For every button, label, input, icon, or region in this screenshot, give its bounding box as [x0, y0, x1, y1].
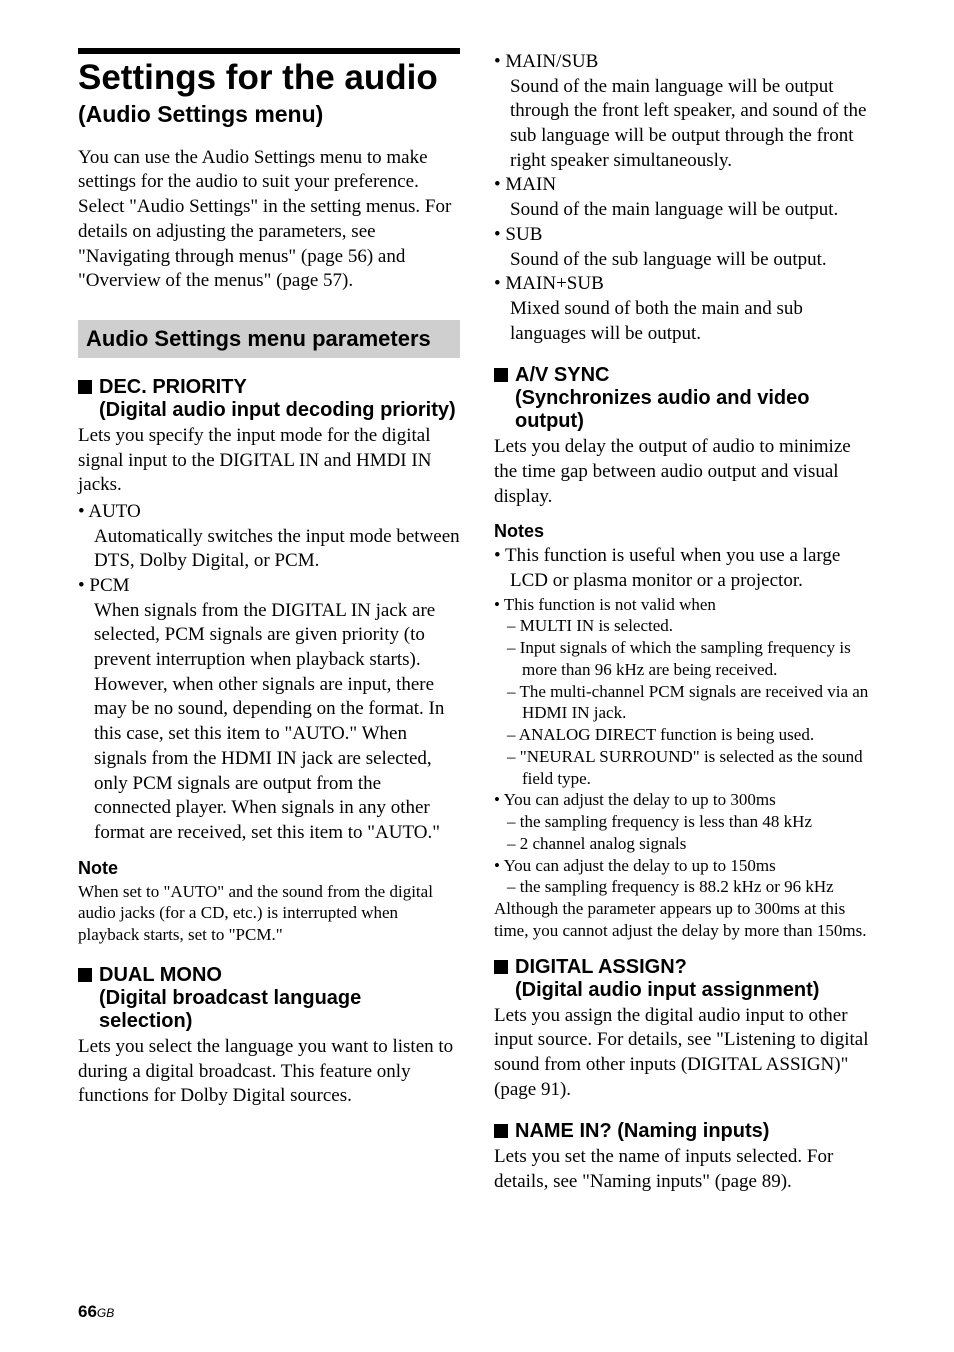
option-mainplussub: • MAIN+SUB [494, 272, 876, 297]
avsync-note-4a: – the sampling frequency is 88.2 kHz or … [494, 876, 876, 898]
dec-priority-title: DEC. PRIORITY [99, 376, 247, 398]
avsync-note-tail: Although the parameter appears up to 300… [494, 898, 876, 942]
option-mainplussub-desc: Mixed sound of both the main and sub lan… [494, 297, 876, 346]
avsync-note-2: • This function is not valid when [494, 594, 876, 616]
square-icon [78, 380, 92, 394]
dual-mono-title: DUAL MONO [99, 964, 222, 986]
page-number-value: 66 [78, 1302, 97, 1321]
option-mainsub: • MAIN/SUB [494, 50, 876, 75]
main-title: Settings for the audio [78, 60, 460, 97]
dual-mono-subtitle: (Digital broadcast language selection) [99, 987, 361, 1032]
avsync-note-2d: – ANALOG DIRECT function is being used. [494, 724, 876, 746]
avsync-heading: A/V SYNC (Synchronizes audio and video o… [494, 364, 876, 433]
dec-priority-subtitle: (Digital audio input decoding priority) [99, 399, 456, 421]
option-main-desc: Sound of the main language will be outpu… [494, 198, 876, 223]
page: Settings for the audio (Audio Settings m… [0, 0, 954, 1352]
name-in-heading: NAME IN? (Naming inputs) [494, 1120, 876, 1143]
left-column: Settings for the audio (Audio Settings m… [78, 48, 460, 1195]
avsync-note-4: • You can adjust the delay to up to 150m… [494, 855, 876, 877]
page-number: 66GB [78, 1302, 114, 1322]
avsync-note-2a: – MULTI IN is selected. [494, 615, 876, 637]
option-sub: • SUB [494, 223, 876, 248]
note-heading: Note [78, 858, 460, 879]
avsync-note-1: • This function is useful when you use a… [494, 544, 876, 593]
main-subtitle: (Audio Settings menu) [78, 101, 460, 128]
digital-assign-heading: DIGITAL ASSIGN? (Digital audio input ass… [494, 956, 876, 1002]
page-number-suffix: GB [97, 1306, 114, 1320]
option-pcm-desc: When signals from the DIGITAL IN jack ar… [78, 599, 460, 846]
option-sub-desc: Sound of the sub language will be output… [494, 248, 876, 273]
avsync-note-2b: – Input signals of which the sampling fr… [494, 637, 876, 681]
avsync-note-2e: – "NEURAL SURROUND" is selected as the s… [494, 746, 876, 790]
right-column: • MAIN/SUB Sound of the main language wi… [494, 48, 876, 1195]
digital-assign-body: Lets you assign the digital audio input … [494, 1004, 876, 1103]
square-icon [494, 1124, 508, 1138]
avsync-subtitle: (Synchronizes audio and video output) [515, 387, 810, 432]
dual-mono-options: • MAIN/SUB Sound of the main language wi… [494, 50, 876, 346]
square-icon [494, 368, 508, 382]
dec-priority-options: • AUTO Automatically switches the input … [78, 500, 460, 846]
square-icon [78, 968, 92, 982]
note-body: When set to "AUTO" and the sound from th… [78, 881, 460, 946]
dual-mono-heading: DUAL MONO (Digital broadcast language se… [78, 964, 460, 1033]
digital-assign-title: DIGITAL ASSIGN? [515, 956, 687, 978]
avsync-body: Lets you delay the output of audio to mi… [494, 435, 876, 509]
avsync-note-2c: – The multi-channel PCM signals are rece… [494, 681, 876, 725]
avsync-note-3a: – the sampling frequency is less than 48… [494, 811, 876, 833]
option-pcm: • PCM [78, 574, 460, 599]
intro-text: You can use the Audio Settings menu to m… [78, 146, 460, 294]
main-title-block: Settings for the audio (Audio Settings m… [78, 48, 460, 128]
option-mainsub-desc: Sound of the main language will be outpu… [494, 75, 876, 174]
option-auto: • AUTO [78, 500, 460, 525]
dual-mono-body: Lets you select the language you want to… [78, 1035, 460, 1109]
square-icon [494, 960, 508, 974]
option-main: • MAIN [494, 173, 876, 198]
dec-priority-heading: DEC. PRIORITY (Digital audio input decod… [78, 376, 460, 422]
dec-priority-body: Lets you specify the input mode for the … [78, 424, 460, 498]
avsync-title: A/V SYNC [515, 364, 609, 386]
avsync-note-3: • You can adjust the delay to up to 300m… [494, 789, 876, 811]
name-in-body: Lets you set the name of inputs selected… [494, 1145, 876, 1194]
avsync-note-3b: – 2 channel analog signals [494, 833, 876, 855]
name-in-title: NAME IN? (Naming inputs) [515, 1120, 769, 1142]
digital-assign-subtitle: (Digital audio input assignment) [515, 979, 819, 1001]
avsync-notes-heading: Notes [494, 521, 876, 542]
option-auto-desc: Automatically switches the input mode be… [78, 525, 460, 574]
section-bar: Audio Settings menu parameters [78, 320, 460, 358]
column-container: Settings for the audio (Audio Settings m… [78, 48, 876, 1195]
